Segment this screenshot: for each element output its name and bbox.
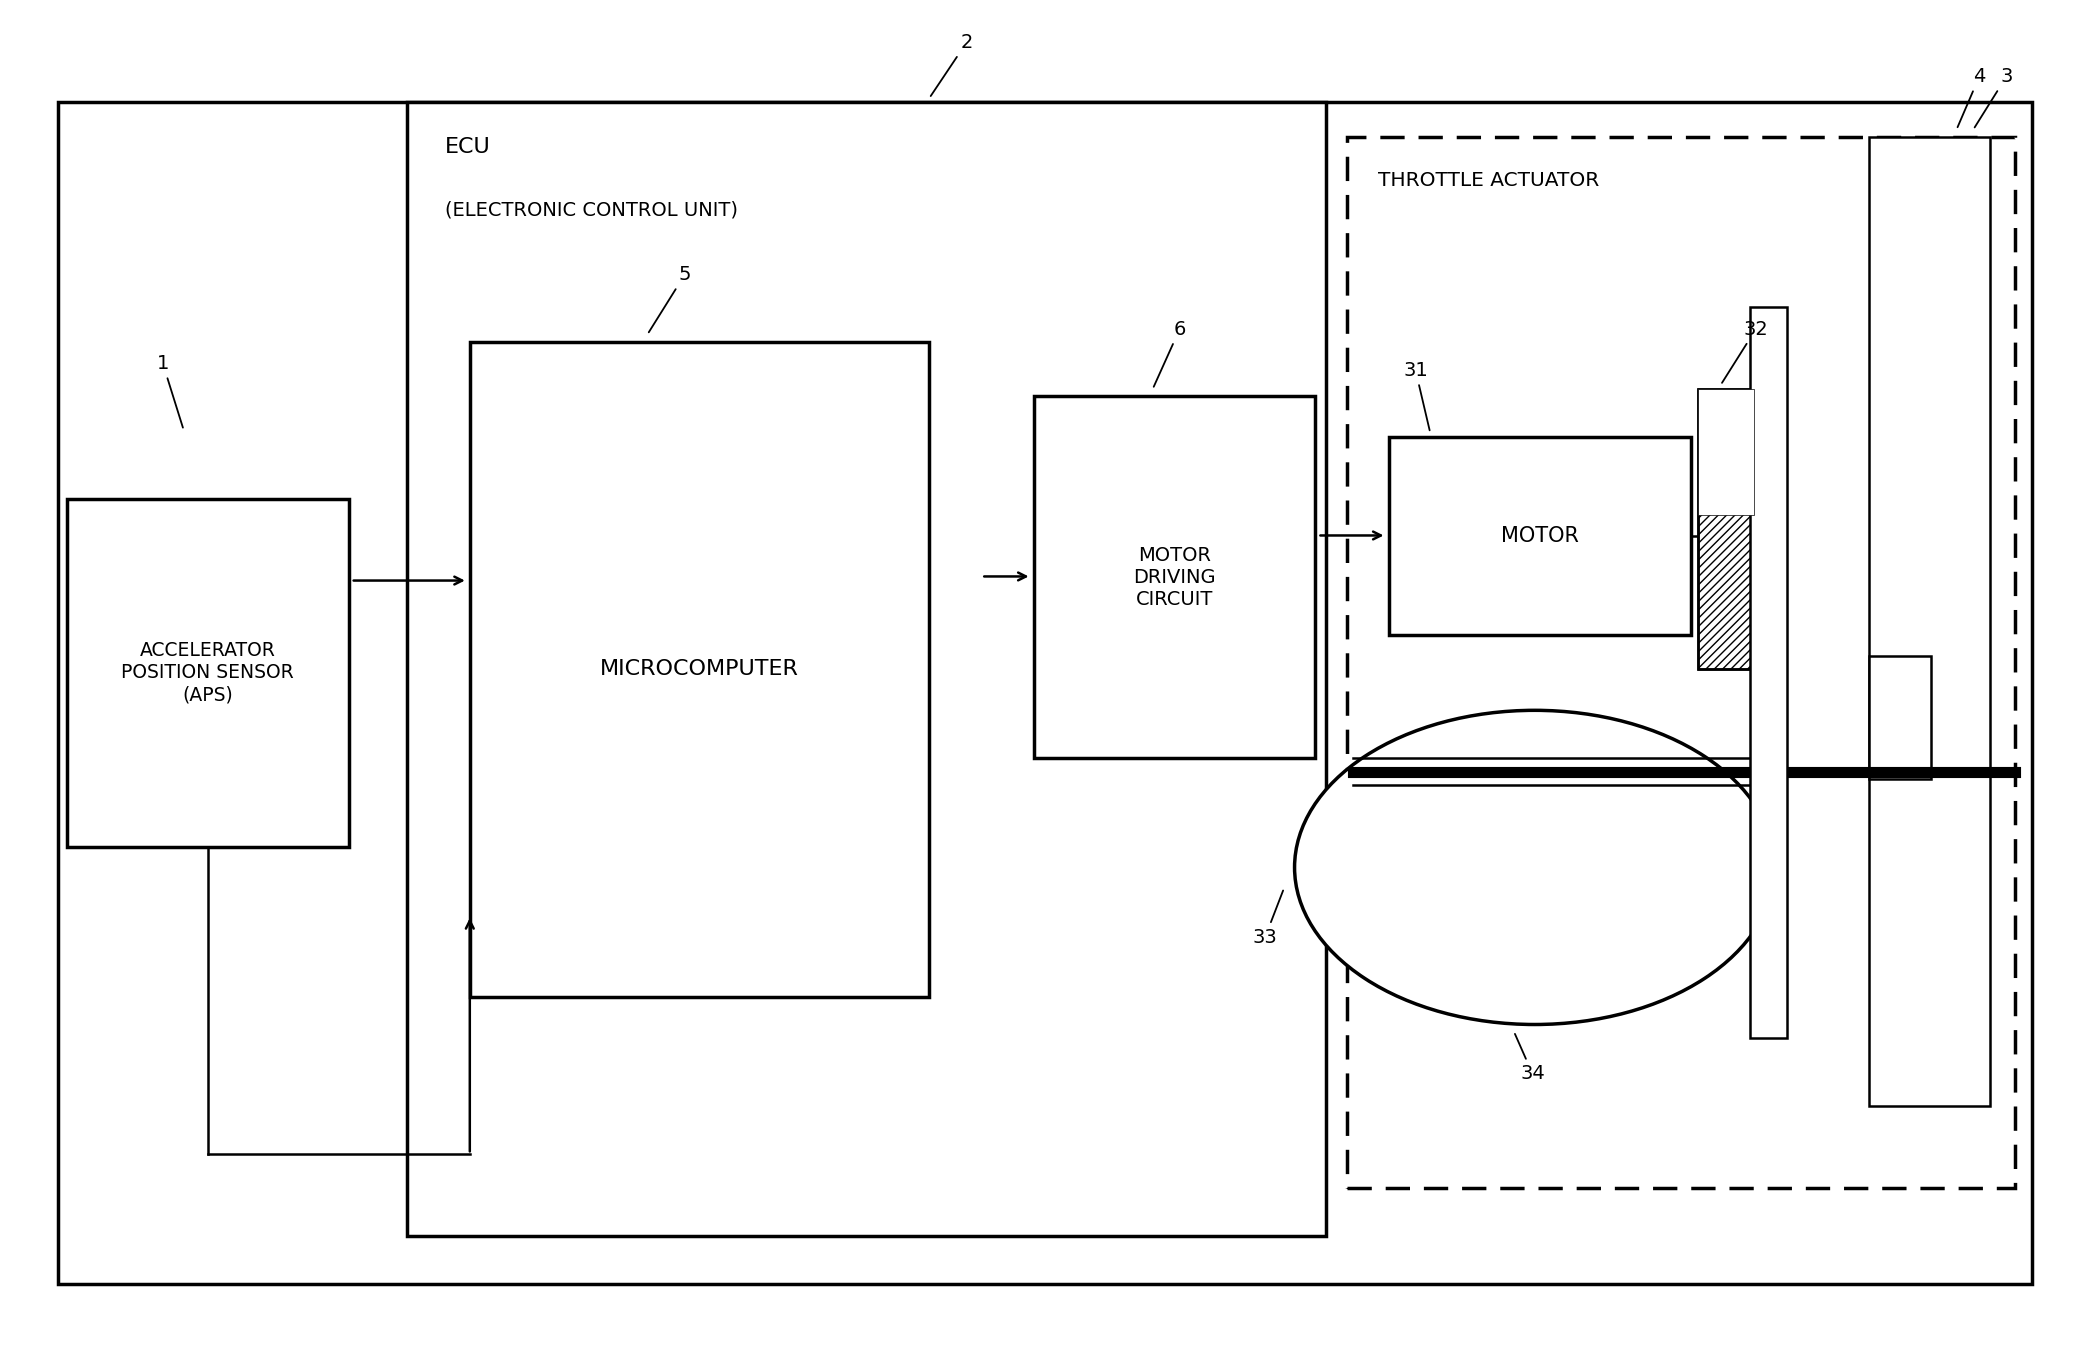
Text: 2: 2 — [931, 33, 973, 96]
Bar — [1698, 389, 1754, 669]
Text: 6: 6 — [1155, 320, 1186, 387]
Bar — [1698, 389, 1754, 669]
Bar — [407, 102, 1326, 1236]
Bar — [1869, 137, 1990, 1106]
Text: MOTOR: MOTOR — [1501, 526, 1579, 546]
Text: 4: 4 — [1959, 67, 1986, 127]
Bar — [67, 499, 349, 847]
Text: THROTTLE ACTUATOR: THROTTLE ACTUATOR — [1378, 171, 1599, 190]
Text: (ELECTRONIC CONTROL UNIT): (ELECTRONIC CONTROL UNIT) — [445, 201, 737, 220]
Bar — [1347, 137, 2015, 1188]
Text: ECU: ECU — [445, 137, 491, 157]
Text: 31: 31 — [1403, 361, 1430, 430]
Text: ACCELERATOR
POSITION SENSOR
(APS): ACCELERATOR POSITION SENSOR (APS) — [121, 641, 294, 705]
Circle shape — [1295, 710, 1775, 1024]
Bar — [58, 102, 2032, 1284]
Text: 1: 1 — [157, 354, 184, 428]
Bar — [1750, 307, 1787, 1038]
Text: 34: 34 — [1516, 1034, 1545, 1083]
Text: 33: 33 — [1253, 891, 1284, 947]
Bar — [1869, 656, 1931, 779]
Text: MICROCOMPUTER: MICROCOMPUTER — [599, 660, 800, 679]
Bar — [1034, 396, 1315, 758]
Bar — [1389, 437, 1691, 635]
Text: 3: 3 — [1975, 67, 2013, 127]
Bar — [470, 342, 929, 997]
Text: 5: 5 — [649, 265, 691, 332]
Text: MOTOR
DRIVING
CIRCUIT: MOTOR DRIVING CIRCUIT — [1134, 545, 1215, 609]
Bar — [1698, 389, 1754, 515]
Text: 32: 32 — [1723, 320, 1769, 382]
